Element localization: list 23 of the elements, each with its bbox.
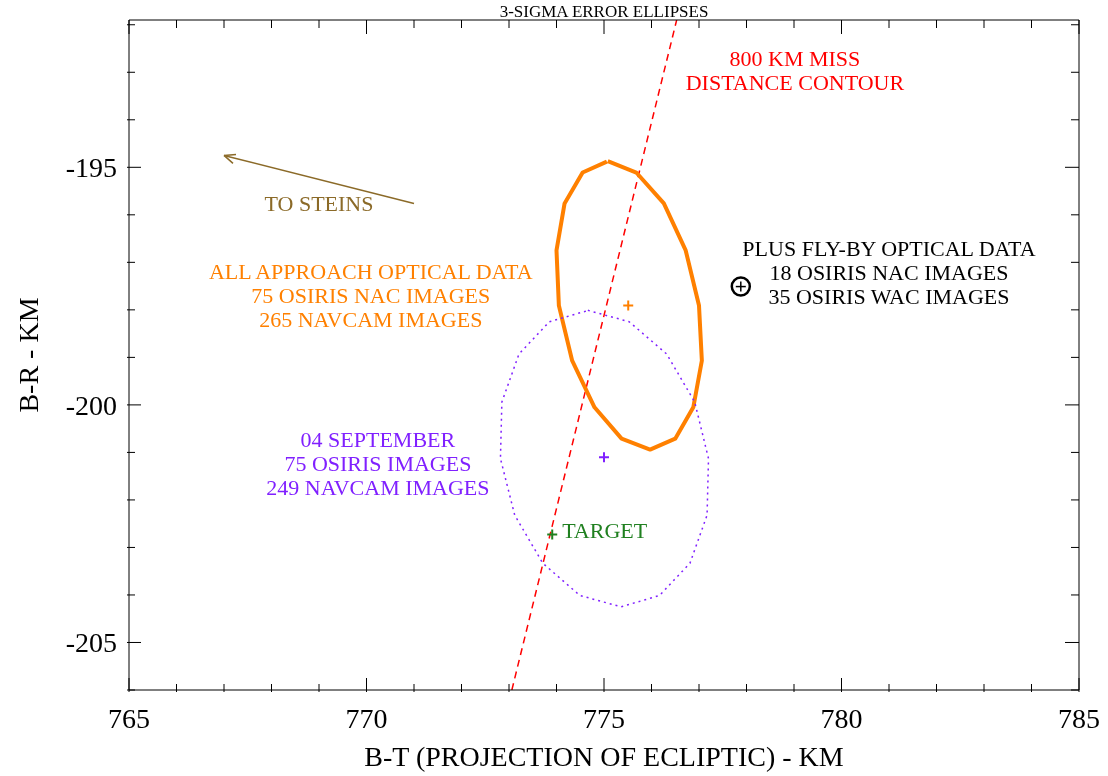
y-tick-label: -195 [65, 152, 117, 184]
point [730, 276, 752, 297]
y-axis-title: B-R - KM [13, 297, 44, 413]
x-axis-title: B-T (PROJECTION OF ECLIPTIC) - KM [364, 741, 844, 772]
x-tick-label: 770 [345, 703, 388, 734]
series-label: TARGET [562, 517, 648, 543]
point [547, 529, 558, 540]
point [623, 300, 634, 311]
x-tick-label: 775 [583, 703, 625, 734]
series-label: 04 SEPTEMBER 75 OSIRIS IMAGES 249 NAVCAM IMAGES [266, 427, 490, 501]
x-tick-label: 780 [820, 703, 863, 734]
point [599, 452, 609, 463]
y-tick-label: -200 [65, 389, 117, 421]
y-tick-label: -205 [65, 627, 117, 659]
line-series [499, 309, 710, 608]
x-tick-label: 785 [1058, 703, 1100, 734]
chart-title: 3-SIGMA ERROR ELLIPSES [499, 2, 709, 21]
legend-label: PLUS FLY-BY OPTICAL DATA 18 OSIRIS NAC IMAGES 35 OSIRIS WAC IMAGES [742, 236, 1036, 310]
x-tick-label: 765 [108, 703, 150, 734]
series-label: 800 KM MISS DISTANCE CONTOUR [685, 46, 905, 96]
annotation: TO STEINS [264, 191, 374, 217]
line-series [554, 159, 704, 452]
series-label: ALL APPROACH OPTICAL DATA 75 OSIRIS NAC IMAGES 265 NAVCAM IMAGES [208, 259, 533, 333]
